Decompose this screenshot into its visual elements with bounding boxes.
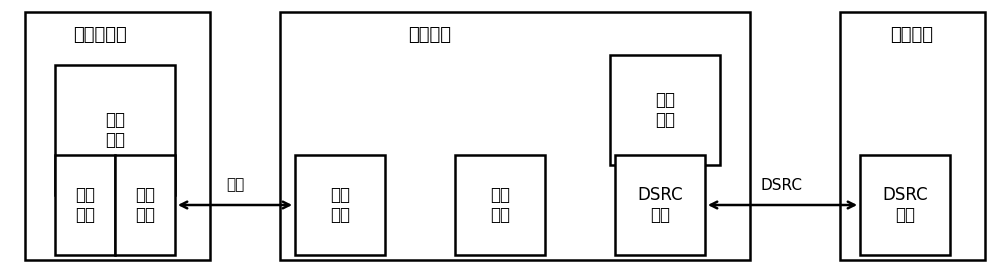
Bar — [610, 55, 720, 165]
Text: 网口: 网口 — [226, 177, 244, 192]
Bar — [615, 155, 705, 255]
Text: 测试计算机: 测试计算机 — [73, 26, 127, 44]
Bar — [860, 155, 950, 255]
Text: 时间
统计: 时间 统计 — [655, 91, 675, 129]
Bar — [280, 12, 750, 260]
Bar — [55, 155, 115, 255]
Bar — [25, 12, 210, 260]
Bar — [840, 12, 985, 260]
Text: 被测设备: 被测设备 — [891, 26, 934, 44]
Text: DSRC: DSRC — [761, 177, 803, 192]
Text: 其他
接口: 其他 接口 — [490, 185, 510, 224]
Text: DSRC
接口: DSRC 接口 — [637, 185, 683, 224]
Bar — [455, 155, 545, 255]
Text: DSRC
接口: DSRC 接口 — [882, 185, 928, 224]
Text: 应用
接口: 应用 接口 — [75, 185, 95, 224]
Text: 网络
接口: 网络 接口 — [330, 185, 350, 224]
Text: 测试设备: 测试设备 — [409, 26, 452, 44]
Bar — [295, 155, 385, 255]
Bar — [115, 155, 175, 255]
Text: 网络
接口: 网络 接口 — [135, 185, 155, 224]
Bar — [55, 65, 175, 195]
Text: 测试
软件: 测试 软件 — [105, 111, 125, 149]
